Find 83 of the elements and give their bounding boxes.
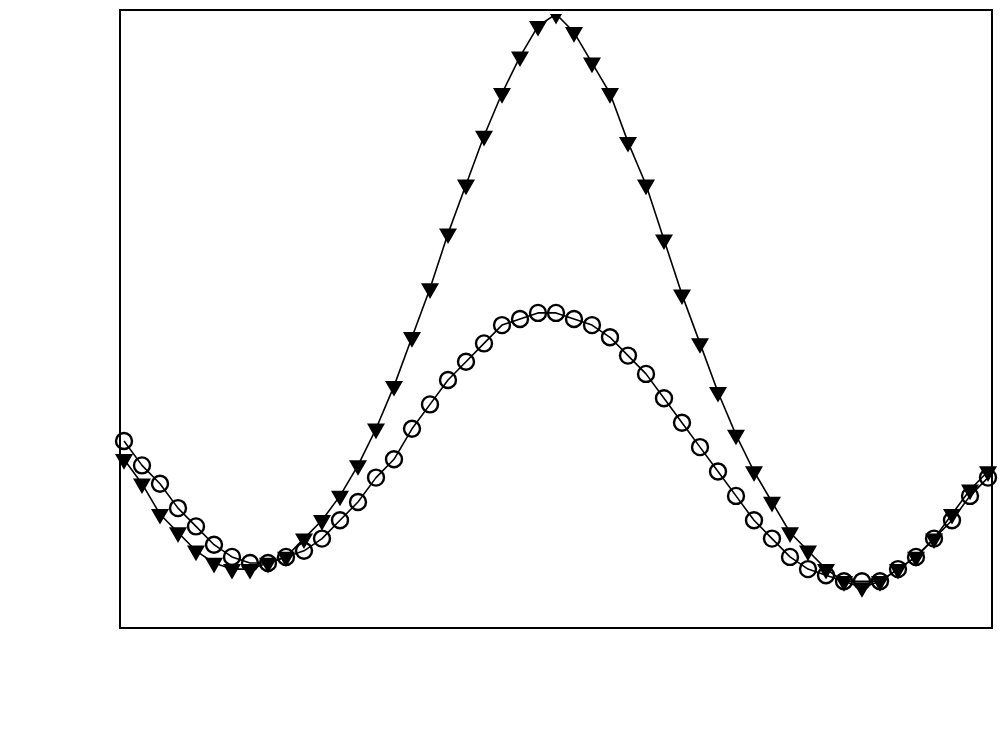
point [366, 468, 386, 487]
point [601, 88, 619, 103]
point [529, 21, 547, 36]
point [439, 228, 457, 243]
point [600, 328, 620, 347]
point [133, 478, 151, 493]
point [240, 553, 260, 573]
point [331, 490, 349, 506]
point [960, 486, 980, 506]
point [403, 332, 421, 347]
point [222, 547, 242, 567]
point [709, 387, 727, 402]
point [582, 315, 602, 335]
point [295, 533, 313, 548]
point [978, 468, 998, 487]
point [313, 515, 331, 530]
point [493, 88, 511, 103]
point [294, 541, 314, 560]
point [745, 466, 763, 481]
point [816, 566, 836, 585]
point [151, 509, 169, 524]
point [511, 51, 529, 66]
point [546, 303, 566, 323]
point [799, 545, 817, 560]
point [798, 559, 818, 579]
point [961, 484, 979, 499]
point [744, 511, 764, 530]
point [438, 370, 458, 390]
point [330, 511, 350, 530]
point [168, 498, 188, 518]
point [636, 364, 656, 384]
point [762, 529, 782, 548]
point [456, 352, 476, 371]
point [402, 419, 422, 438]
point [420, 395, 440, 414]
point [204, 535, 224, 554]
point [853, 582, 871, 597]
point [205, 557, 223, 573]
point [852, 572, 872, 591]
point [690, 437, 710, 457]
point [942, 511, 962, 530]
point [169, 527, 187, 542]
point [655, 234, 673, 249]
point [637, 179, 655, 194]
point [115, 454, 133, 469]
point [367, 423, 385, 438]
point [510, 309, 530, 329]
point [312, 529, 332, 548]
point [186, 517, 206, 536]
point [618, 346, 638, 365]
point [187, 545, 205, 560]
point [349, 460, 367, 475]
point [727, 429, 745, 445]
point [528, 303, 548, 323]
point [780, 547, 800, 567]
point [150, 474, 170, 493]
point [565, 27, 583, 42]
point [421, 283, 439, 298]
point [654, 389, 674, 408]
point [726, 486, 746, 506]
point [943, 509, 961, 524]
point [241, 563, 259, 579]
point [763, 496, 781, 512]
point [564, 309, 584, 329]
point [475, 130, 493, 146]
point [223, 563, 241, 579]
point [708, 462, 728, 481]
point [492, 315, 512, 335]
point [474, 334, 494, 353]
point [979, 466, 997, 481]
point [619, 136, 637, 152]
point [384, 450, 404, 469]
point [673, 289, 691, 304]
point [691, 338, 709, 353]
point [672, 413, 692, 432]
point [817, 563, 835, 579]
point [583, 57, 601, 72]
point [348, 492, 368, 512]
point [132, 456, 152, 475]
point [385, 380, 403, 396]
point [457, 179, 475, 194]
point [114, 431, 134, 451]
point [781, 527, 799, 542]
